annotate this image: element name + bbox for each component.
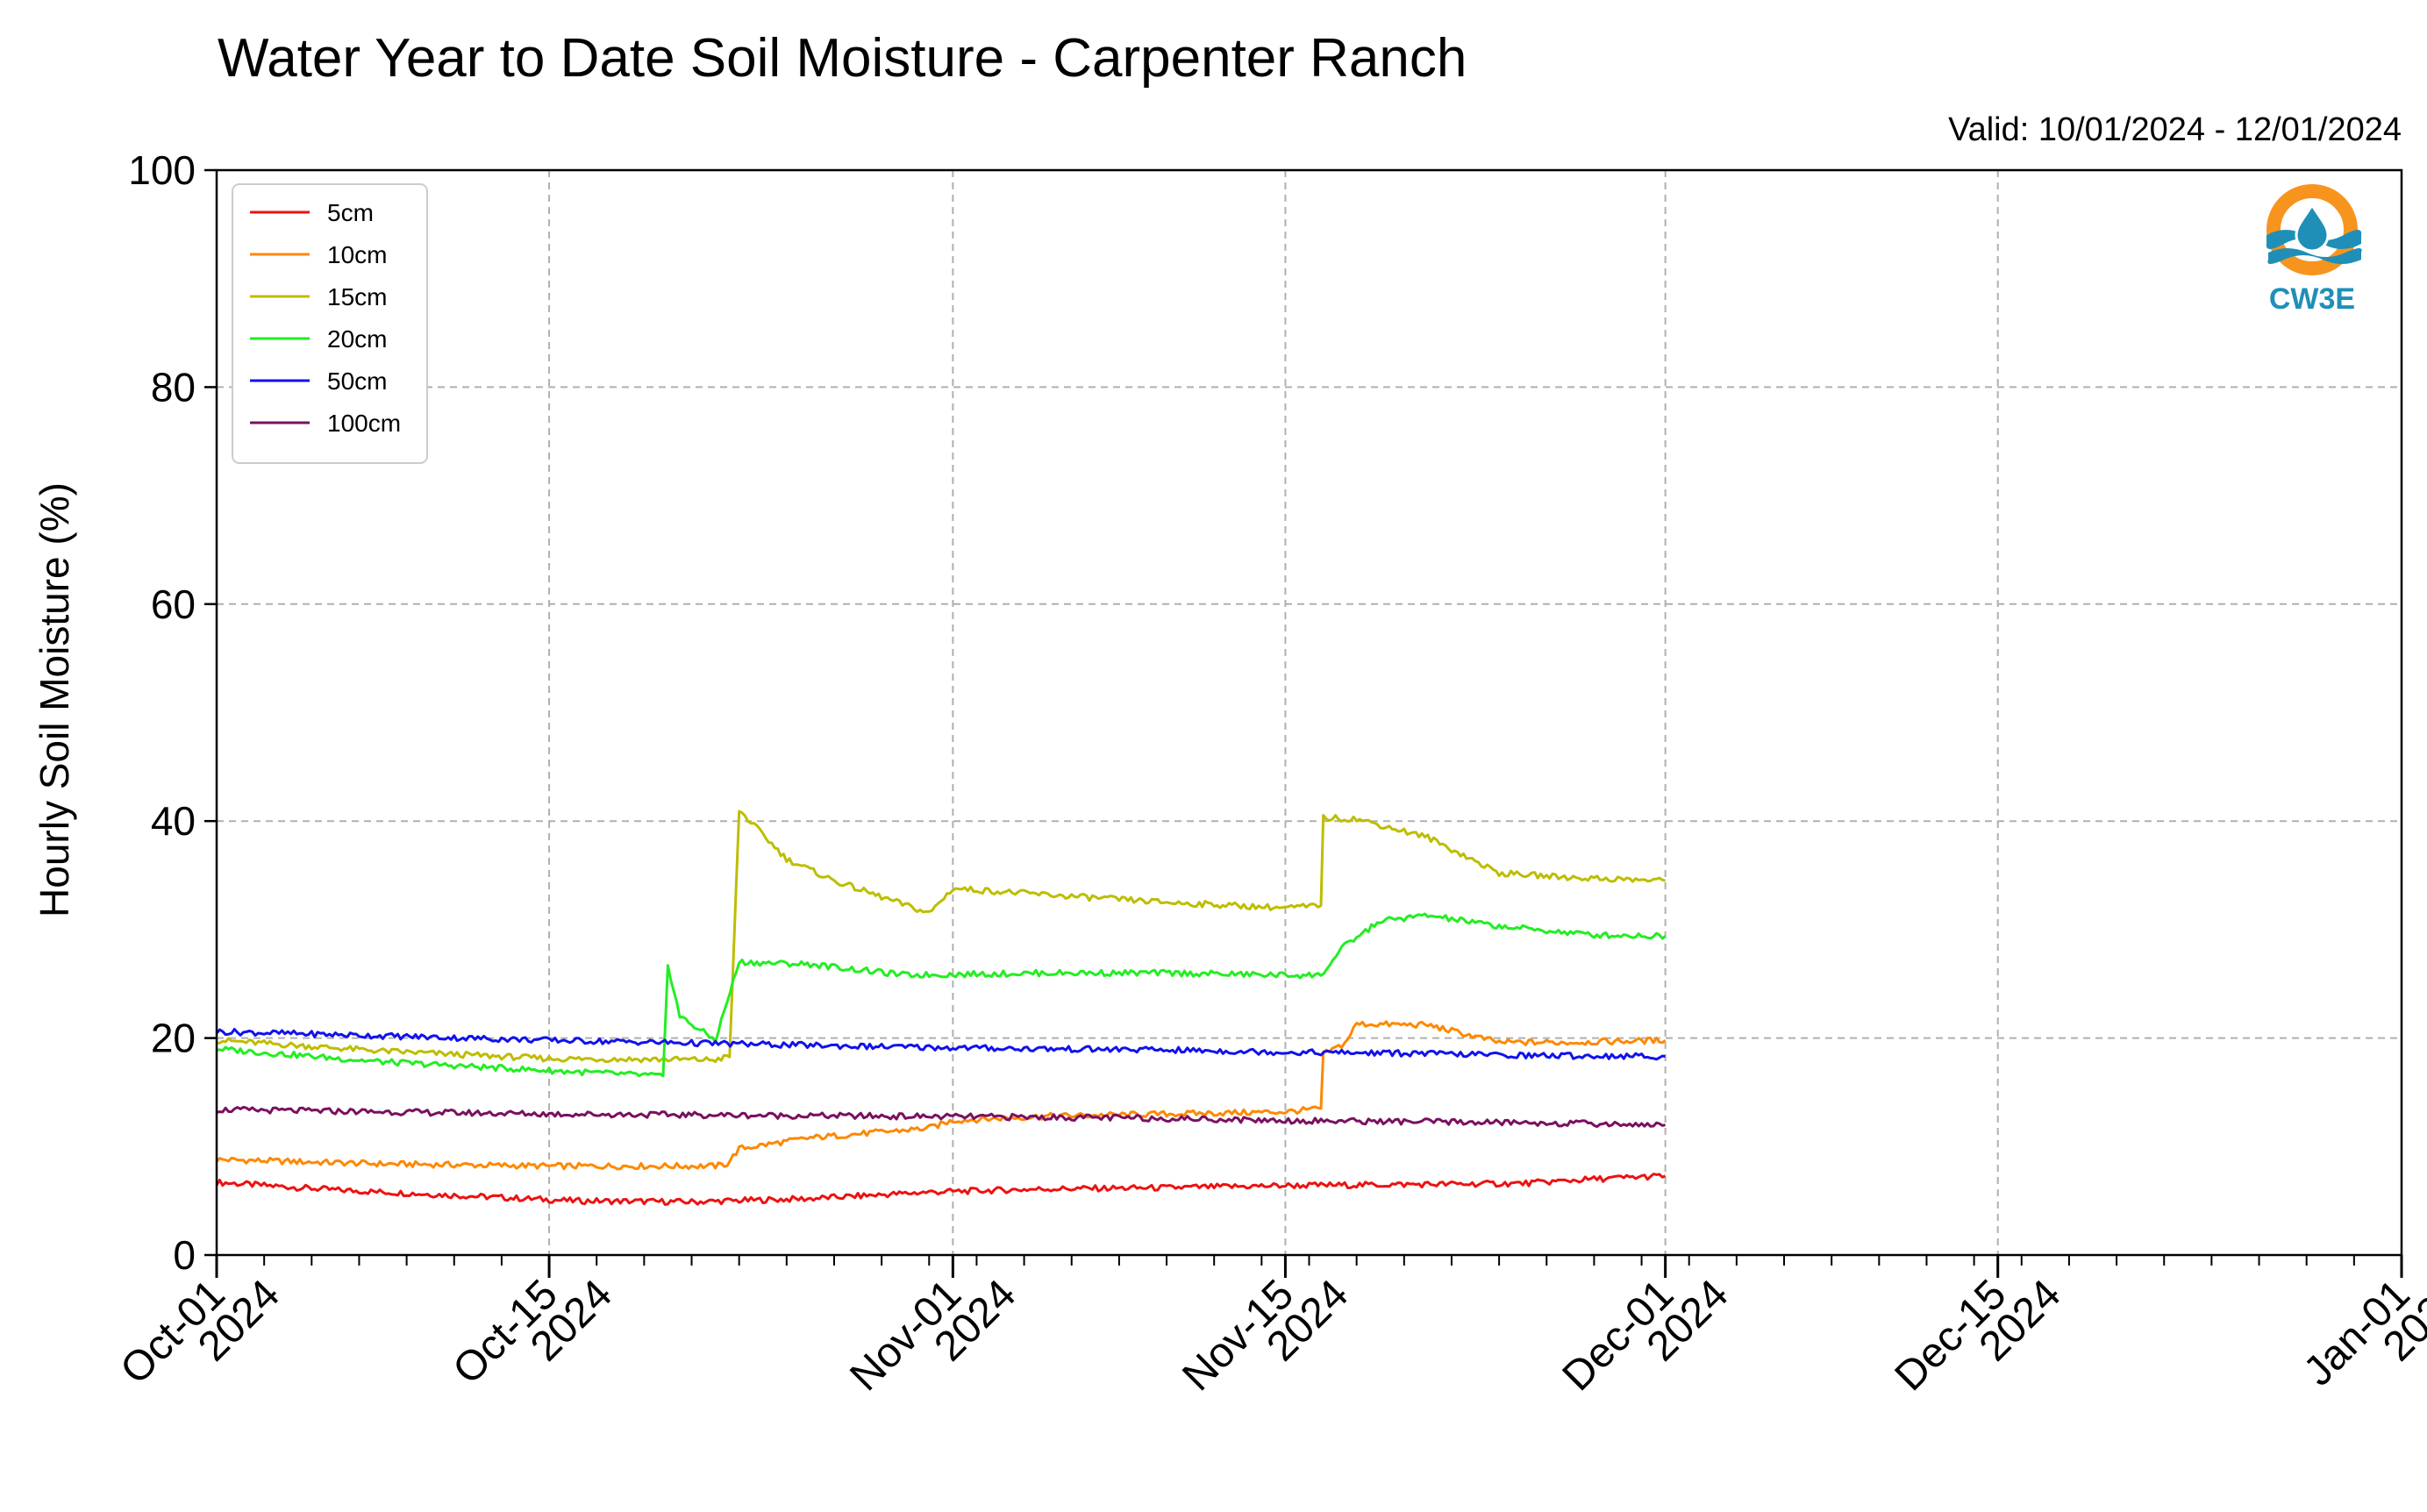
chart-title: Water Year to Date Soil Moisture - Carpe… xyxy=(218,28,1467,89)
legend-label: 10cm xyxy=(327,241,387,268)
chart-subtitle: Valid: 10/01/2024 - 12/01/2024 xyxy=(1948,111,2402,148)
y-tick-label: 40 xyxy=(151,798,196,844)
cw3e-logo: CW3E xyxy=(2266,184,2362,316)
legend-label: 15cm xyxy=(327,283,387,310)
y-tick-label: 60 xyxy=(151,581,196,627)
legend-label: 20cm xyxy=(327,325,387,353)
y-tick-label: 80 xyxy=(151,364,196,410)
logo-text: CW3E xyxy=(2269,282,2355,316)
y-tick-label: 20 xyxy=(151,1016,196,1061)
series-line-15cm xyxy=(216,809,1666,1064)
series-line-5cm xyxy=(215,1173,1667,1206)
logo-ring xyxy=(2266,184,2358,275)
plot-frame xyxy=(215,168,2403,1257)
y-tick-label: 0 xyxy=(173,1232,196,1278)
series-line-100cm xyxy=(216,1105,1666,1129)
legend-label: 5cm xyxy=(327,199,374,226)
series-line-50cm xyxy=(215,1028,1666,1061)
legend: 5cm 10cm 15cm 20cm 50cm 100cm xyxy=(232,183,428,464)
series-line-10cm xyxy=(215,1020,1667,1171)
legend-label: 50cm xyxy=(327,367,387,395)
legend-label: 100cm xyxy=(327,410,401,437)
logo-drop xyxy=(2295,203,2330,253)
series-lines xyxy=(215,809,1667,1206)
y-tick-label: 100 xyxy=(128,147,196,193)
logo-wave-lower xyxy=(2267,248,2362,264)
y-axis-label: Hourly Soil Moisture (%) xyxy=(32,482,77,917)
series-line-20cm xyxy=(216,912,1667,1078)
